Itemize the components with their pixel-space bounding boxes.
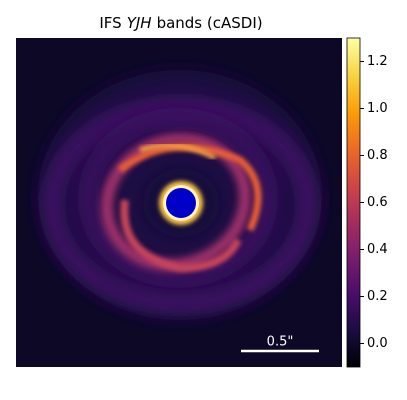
colorbar-tick-label: 1.0: [367, 101, 388, 116]
colorbar: [346, 37, 361, 368]
colorbar-tick-label: 1.2: [367, 54, 388, 69]
title-text: YJH: [126, 14, 152, 32]
colorbar-tick-label: 0.2: [367, 289, 388, 304]
colorbar-tick-label: 0.0: [367, 336, 388, 351]
title: IFS YJH bands (cASDI): [0, 14, 362, 32]
colorbar-tick-label: 0.4: [367, 242, 388, 257]
title-text: IFS: [99, 14, 122, 32]
colorbar-tick-label: 0.8: [367, 148, 388, 163]
title-text: bands (cASDI): [156, 14, 263, 32]
scale-bar-label: 0.5": [267, 335, 294, 350]
colorbar-tick-label: 0.6: [367, 195, 388, 210]
image: [16, 38, 342, 367]
